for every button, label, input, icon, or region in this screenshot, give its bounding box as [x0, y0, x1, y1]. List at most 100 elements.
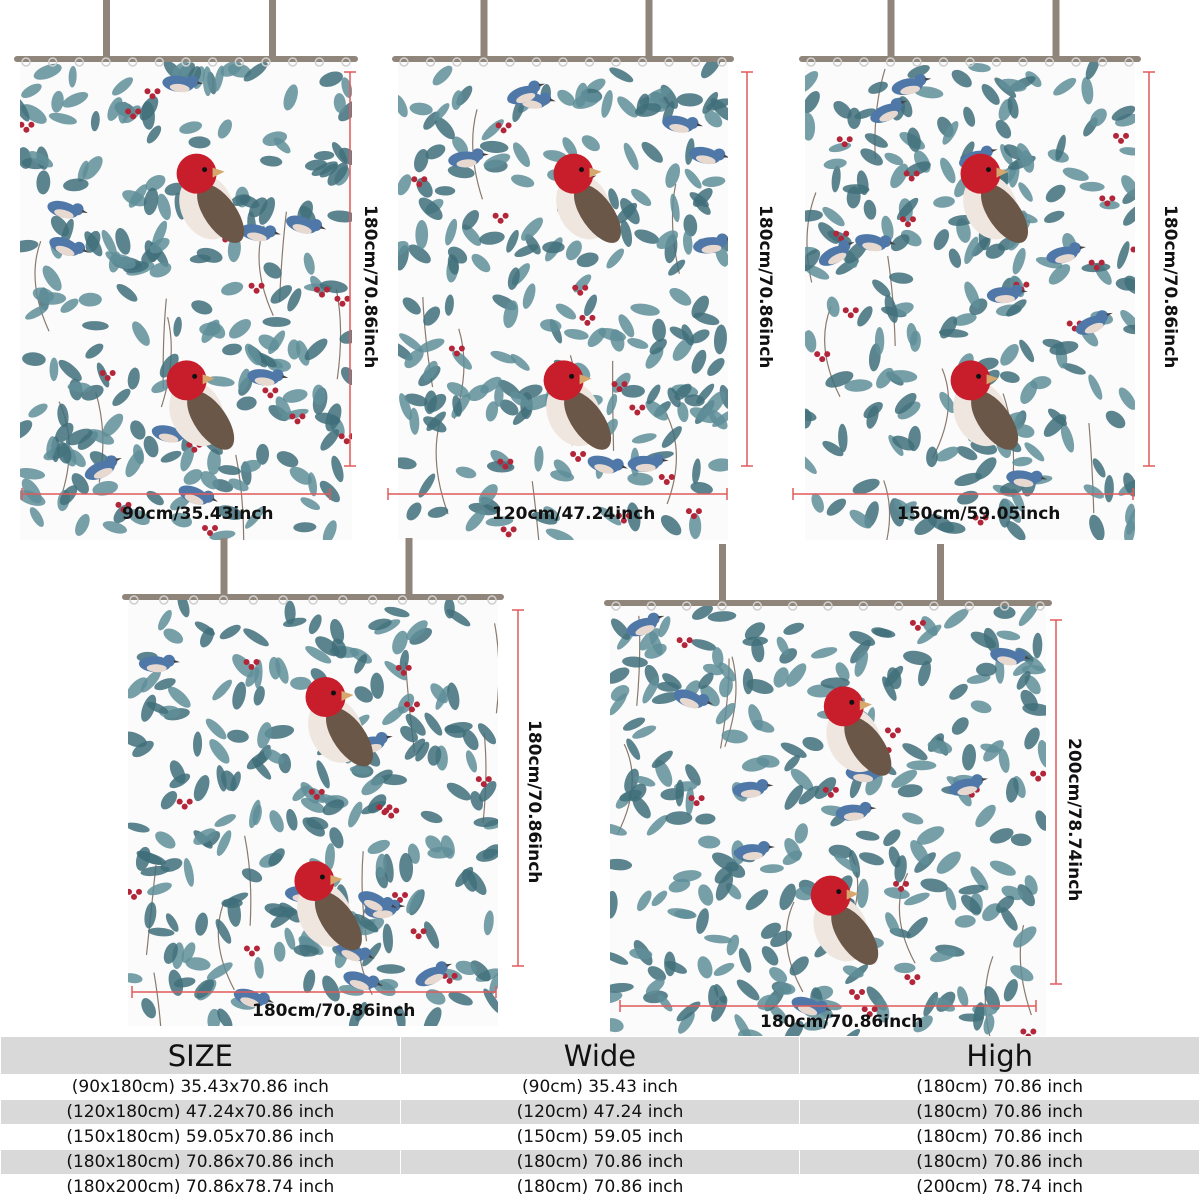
leaf: [405, 713, 426, 736]
berry: [1113, 132, 1120, 139]
leaf: [483, 988, 498, 1014]
leaf: [882, 676, 897, 701]
leaf: [59, 485, 78, 506]
curtain-illustration: [14, 0, 358, 540]
leaf: [368, 618, 392, 631]
berry: [128, 888, 133, 895]
berry: [695, 508, 702, 515]
leaf: [973, 1002, 985, 1031]
blue-bird: [343, 971, 384, 991]
berry: [131, 893, 138, 900]
leaf: [490, 350, 517, 364]
leaf: [418, 473, 436, 498]
leaf: [65, 428, 93, 446]
leaf: [423, 306, 441, 326]
blue-bird: [870, 98, 908, 123]
leaf: [531, 511, 558, 525]
curtain-illustration: [122, 538, 524, 1026]
leaf: [557, 89, 575, 106]
leaf: [479, 231, 505, 245]
leaf: [681, 324, 695, 346]
leaf: [864, 133, 888, 148]
berry: [99, 369, 106, 376]
leaf: [447, 254, 459, 275]
leaf: [684, 394, 705, 407]
berry: [1020, 1028, 1027, 1035]
leaf: [102, 413, 124, 437]
leaf: [661, 426, 682, 448]
leaf: [852, 478, 880, 495]
berry: [502, 212, 509, 219]
leaf: [216, 830, 232, 856]
leaf: [690, 329, 710, 344]
leaf: [1000, 343, 1019, 366]
curtain-hook: [859, 57, 869, 67]
leaf: [506, 229, 519, 253]
leaf: [610, 618, 631, 640]
curtain-hook: [427, 595, 438, 605]
berry: [313, 286, 320, 293]
leaf: [954, 915, 976, 928]
leaf: [260, 155, 283, 167]
leaf: [112, 77, 134, 96]
leaf: [1118, 387, 1135, 410]
curtain-hook: [611, 57, 621, 67]
berry: [908, 175, 915, 182]
leaf: [149, 262, 172, 278]
leaf: [425, 989, 446, 1005]
leaf: [128, 973, 143, 984]
leaf: [786, 663, 807, 687]
berry: [23, 126, 30, 133]
curtain-hook: [999, 601, 1010, 611]
leaf: [88, 429, 115, 445]
leaf: [304, 159, 327, 171]
curtain-hook: [457, 595, 467, 605]
leaf: [719, 384, 728, 409]
leaf: [854, 650, 869, 677]
leaf: [805, 209, 823, 222]
curtain-hook: [181, 57, 191, 67]
leaf: [769, 967, 788, 984]
table-header-row: SIZE Wide High: [0, 1035, 1200, 1076]
leaf: [630, 303, 660, 316]
curtain-panel-150x180: 150cm/59.05inch 180cm/70.86inch: [785, 0, 1200, 540]
leaf: [57, 442, 72, 464]
leaf: [465, 509, 486, 532]
leaf: [483, 910, 494, 936]
berry: [206, 530, 213, 537]
leaf: [418, 338, 445, 353]
leaf: [395, 1005, 406, 1026]
leaf: [455, 960, 478, 976]
berry: [899, 216, 906, 223]
leaf: [1010, 833, 1032, 847]
berry: [634, 409, 641, 416]
leaf: [652, 318, 666, 342]
leaf: [891, 769, 918, 789]
berry: [972, 514, 979, 521]
berry: [253, 659, 260, 666]
berry: [253, 287, 260, 294]
leaf: [610, 1018, 624, 1033]
berry: [497, 458, 504, 465]
berry: [903, 170, 910, 177]
leaf: [1125, 503, 1135, 525]
berry: [28, 121, 35, 128]
leaf: [205, 718, 227, 740]
berry: [625, 512, 632, 519]
curtain-hook: [341, 57, 351, 67]
leaf: [194, 979, 214, 999]
leaf: [280, 408, 309, 420]
curtain-hook: [1044, 57, 1055, 67]
leaf: [695, 813, 716, 825]
leaf: [962, 743, 976, 771]
blue-bird: [986, 284, 1028, 304]
height-label: 180cm/70.86inch: [755, 205, 775, 369]
leaf: [863, 199, 877, 220]
leaf: [188, 136, 211, 149]
berry: [822, 786, 829, 793]
leaf: [964, 281, 980, 309]
berry: [893, 880, 900, 887]
leaf: [707, 611, 737, 622]
leaf: [21, 478, 42, 504]
berry: [693, 800, 700, 807]
